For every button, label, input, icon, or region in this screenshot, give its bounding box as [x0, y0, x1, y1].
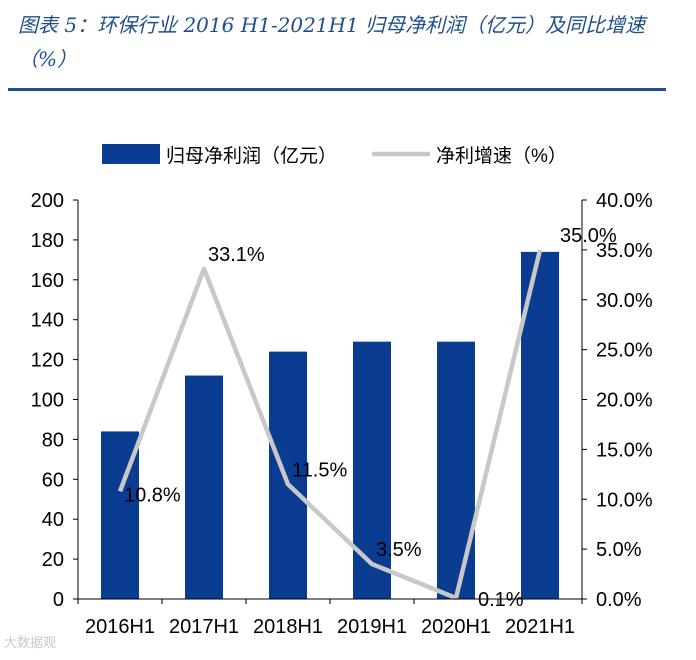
- left-tick-label: 20: [42, 549, 64, 571]
- line-data-label: 10.8%: [124, 484, 181, 506]
- right-tick-label: 5.0%: [596, 539, 642, 561]
- x-tick-label: 2020H1: [421, 616, 491, 638]
- growth-line: [117, 249, 543, 601]
- line-series: [117, 249, 543, 601]
- left-tick-label: 60: [42, 469, 64, 491]
- left-tick-label: 160: [31, 270, 64, 292]
- bar: [185, 375, 223, 599]
- bar-series: [101, 251, 559, 599]
- line-data-label: 11.5%: [292, 459, 347, 481]
- right-tick-label: 0.0%: [596, 589, 642, 611]
- line-data-label: 0.1%: [478, 589, 524, 611]
- legend-line-label: 净利增速（%）: [436, 145, 567, 167]
- chart-caption: 图表 5：环保行业 2016 H1-2021H1 归母净利润（亿元）及同比增速（…: [18, 13, 646, 71]
- legend-bar-label: 归母净利润（亿元）: [166, 145, 337, 167]
- axes: 0 20 40 60 80 100 120 140 160 180 200 0.0% 5.0% 10.0%…: [31, 190, 653, 638]
- x-tick-label: 2018H1: [253, 616, 323, 638]
- right-tick-label: 30.0%: [596, 290, 653, 312]
- left-tick-label: 0: [53, 589, 64, 611]
- right-tick-label: 10.0%: [596, 489, 653, 511]
- legend: 归母净利润（亿元） 净利增速（%）: [102, 144, 567, 167]
- left-tick-label: 140: [31, 310, 64, 332]
- line-data-label: 35.0%: [560, 225, 617, 247]
- caption-divider: [8, 88, 666, 91]
- data-labels: 10.8% 33.1% 11.5% 3.5% 0.1% 35.0%: [124, 225, 617, 611]
- left-tick-label: 200: [31, 190, 64, 212]
- line-data-label: 33.1%: [208, 244, 265, 266]
- bar: [353, 341, 391, 599]
- line-data-label: 3.5%: [376, 539, 422, 561]
- right-tick-label: 20.0%: [596, 390, 653, 412]
- x-tick-label: 2019H1: [337, 616, 407, 638]
- right-tick-label: 25.0%: [596, 340, 653, 362]
- left-tick-label: 40: [42, 509, 64, 531]
- bar: [437, 341, 475, 599]
- left-tick-label: 120: [31, 350, 64, 372]
- x-tick-label: 2017H1: [169, 616, 239, 638]
- x-tick-label: 2016H1: [85, 616, 155, 638]
- x-tick-label: 2021H1: [505, 616, 575, 638]
- right-tick-label: 40.0%: [596, 190, 653, 212]
- right-tick-label: 35.0%: [596, 240, 653, 262]
- left-tick-label: 180: [31, 230, 64, 252]
- watermark: 大数据观: [4, 635, 57, 650]
- bar: [269, 351, 307, 599]
- left-tick-label: 100: [31, 390, 64, 412]
- right-tick-label: 15.0%: [596, 439, 653, 461]
- legend-bar-swatch: [102, 144, 160, 164]
- left-tick-label: 80: [42, 429, 64, 451]
